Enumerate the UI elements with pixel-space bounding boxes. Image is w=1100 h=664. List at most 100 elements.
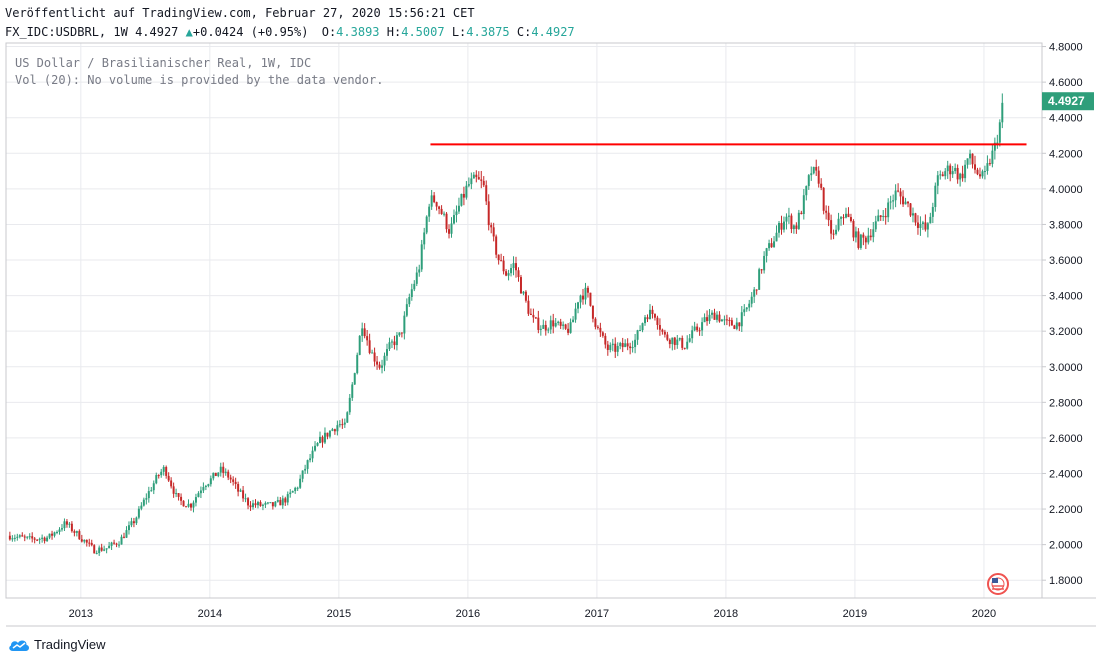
candle-body <box>924 222 927 230</box>
candle-body <box>658 325 661 330</box>
candle-body <box>651 309 654 315</box>
candle-body <box>738 322 741 327</box>
candle-body <box>224 471 227 473</box>
candle-body <box>753 289 756 297</box>
y-tick-label: 4.4000 <box>1049 113 1083 125</box>
candle-body <box>333 429 336 432</box>
candle-body <box>11 538 14 540</box>
candle-body <box>256 502 259 506</box>
candle-body <box>579 295 582 303</box>
candle-body <box>740 312 743 327</box>
candle-body <box>882 215 885 218</box>
candle-body <box>403 315 406 334</box>
candle-body <box>254 503 257 506</box>
candle-body <box>606 344 609 350</box>
candle-body <box>78 531 81 540</box>
candle-body <box>671 337 674 345</box>
y-tick-label: 2.0000 <box>1049 540 1083 552</box>
candle-body <box>862 234 865 238</box>
candle-body <box>559 321 562 326</box>
candle-body <box>33 538 36 540</box>
candle-body <box>197 493 200 498</box>
candle-body <box>931 207 934 217</box>
candle-body <box>668 339 671 345</box>
candle-body <box>85 539 88 543</box>
candle-body <box>763 255 766 271</box>
candle-body <box>348 397 351 413</box>
low-value: 4.3875 <box>466 25 510 39</box>
y-tick-label: 3.4000 <box>1049 291 1083 303</box>
candle-body <box>18 535 21 537</box>
candle-body <box>309 458 312 461</box>
candle-body <box>289 492 292 495</box>
candle-body <box>522 291 525 294</box>
candle-body <box>778 222 781 233</box>
candle-body <box>825 210 828 213</box>
candle-body <box>23 536 26 538</box>
candle-body <box>492 227 495 237</box>
candle-body <box>916 222 919 228</box>
candle-body <box>497 254 500 261</box>
us-flag-icon[interactable] <box>987 573 1009 595</box>
candle-body <box>609 345 612 350</box>
candle-body <box>646 317 649 320</box>
candle-body <box>21 535 24 537</box>
candle-body <box>688 338 691 342</box>
symbol-label[interactable]: FX_IDC:USDBRL, 1W <box>5 25 128 39</box>
candle-body <box>859 234 862 248</box>
candle-body <box>321 436 324 443</box>
last-price-label: 4.4927 <box>1042 92 1094 111</box>
candle-body <box>802 195 805 215</box>
candle-body <box>467 184 470 186</box>
candle-body <box>656 317 659 326</box>
candle-body <box>105 548 108 550</box>
candle-body <box>80 539 83 542</box>
candle-body <box>212 472 215 479</box>
candle-body <box>959 173 962 180</box>
candle-body <box>500 260 503 262</box>
x-tick-label: 2019 <box>843 608 867 620</box>
tradingview-logo[interactable]: TradingView <box>8 637 106 652</box>
candle-body <box>281 498 284 506</box>
candle-body <box>567 328 570 333</box>
candle-body <box>137 508 140 518</box>
plot-area-border <box>5 42 1043 599</box>
candle-body <box>983 171 986 173</box>
candle-body <box>926 223 929 230</box>
candle-body <box>259 502 262 506</box>
candle-body <box>902 196 905 205</box>
candle-body <box>108 545 111 549</box>
candle-body <box>686 341 689 349</box>
candle-body <box>805 186 808 196</box>
candle-body <box>706 317 709 322</box>
price-axis[interactable]: 1.8000 2.0000 2.2000 2.4000 2.6000 2.8000 3.00… <box>1042 42 1083 588</box>
candle-body <box>601 332 604 336</box>
grid-lines <box>6 43 1042 598</box>
candle-body <box>807 175 810 187</box>
candle-body <box>708 314 711 322</box>
candle-body <box>341 424 344 426</box>
candle-body <box>534 317 537 319</box>
candle-body <box>155 475 158 484</box>
candle-body <box>941 174 944 177</box>
candle-body <box>812 166 815 174</box>
candle-body <box>524 291 527 301</box>
candle-body <box>207 484 210 486</box>
candle-body <box>326 432 329 437</box>
candle-body <box>678 337 681 340</box>
candle-body <box>162 467 165 472</box>
candle-body <box>557 321 560 323</box>
candle-body <box>634 339 637 348</box>
candle-body <box>361 328 364 336</box>
high-label: H: <box>386 25 402 39</box>
time-axis[interactable]: 2013 2014 2015 2016 2017 2018 2019 2020 <box>69 608 997 620</box>
candle-body <box>457 205 460 212</box>
candle-body <box>217 472 220 477</box>
candle-body <box>505 271 508 276</box>
candle-body <box>271 502 274 507</box>
candle-body <box>239 490 242 492</box>
candle-body <box>614 343 617 352</box>
candle-body <box>641 323 644 331</box>
candle-body <box>795 225 798 229</box>
